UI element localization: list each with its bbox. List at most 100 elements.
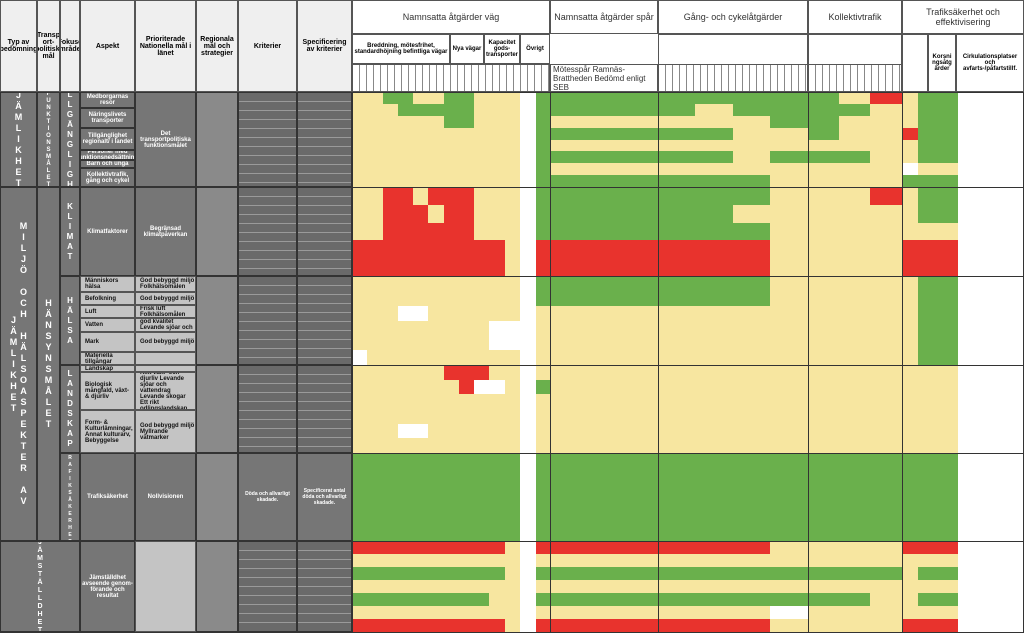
assessment-cell (550, 92, 658, 105)
criteria-header-strip (808, 64, 902, 92)
assessment-cell (770, 163, 808, 176)
assessment-cell (428, 240, 444, 259)
assessment-cell (918, 409, 958, 425)
assessment-cell (535, 222, 550, 241)
assessment-cell (397, 103, 413, 117)
assessment-cell (489, 103, 505, 117)
assessment-cell (504, 115, 520, 129)
assessment-cell (839, 175, 870, 188)
assessment-cell (397, 350, 413, 366)
assessment-cell (397, 115, 413, 129)
assessment-cell (535, 139, 550, 152)
assessment-cell (382, 554, 398, 568)
assessment-cell (870, 151, 902, 164)
assessment-cell (397, 606, 413, 620)
group-header: Namnsatta åtgärder väg (352, 0, 550, 34)
assessment-cell (550, 619, 658, 633)
assessment-cell (808, 276, 839, 292)
assessment-cell (382, 350, 398, 366)
assessment-cell (352, 187, 368, 206)
assessment-cell (733, 379, 770, 395)
assessment-cell (550, 139, 658, 152)
regional-cell (196, 92, 238, 187)
assessment-cell (504, 103, 520, 117)
assessment-cell (519, 409, 536, 425)
assessment-cell (352, 394, 368, 410)
assessment-cell (918, 204, 958, 224)
assessment-cell (770, 240, 808, 259)
assessment-cell (474, 305, 490, 321)
assessment-cell (550, 606, 658, 620)
assessment-cell (918, 554, 958, 568)
assessment-cell (489, 453, 505, 498)
assessment-cell (733, 335, 770, 351)
assessment-cell (352, 438, 368, 454)
assessment-cell (458, 139, 474, 152)
assessment-cell (770, 335, 808, 351)
assessment-cell (382, 187, 398, 206)
assessment-cell (458, 258, 474, 277)
assessment-cell (382, 379, 398, 395)
assessment-cell (733, 593, 770, 607)
assessment-cell (733, 187, 770, 206)
assessment-cell (352, 453, 368, 498)
criteria-header-strip (352, 64, 550, 92)
criteria-cell (238, 187, 297, 276)
assessment-cell (808, 151, 839, 164)
assessment-cell (519, 593, 536, 607)
assessment-cell (458, 593, 474, 607)
assessment-cell (870, 541, 902, 555)
assessment-cell (658, 103, 695, 117)
assessment-cell (352, 204, 368, 224)
assessment-cell (397, 423, 413, 439)
assessment-cell (443, 438, 459, 454)
assessment-cell (413, 606, 429, 620)
assessment-cell (658, 92, 695, 105)
assessment-cell (519, 240, 536, 259)
assessment-cell (902, 290, 918, 307)
assessment-cell (504, 92, 520, 105)
assessment-cell (428, 606, 444, 620)
assessment-cell (474, 580, 490, 594)
assessment-cell (504, 127, 520, 140)
assessment-cell (413, 541, 429, 555)
assessment-cell (870, 394, 902, 410)
assessment-cell (367, 379, 383, 395)
assessment-cell (474, 379, 490, 395)
assessment-cell (902, 423, 918, 439)
assessment-cell (443, 350, 459, 366)
aspect: Medborgarnas resor (80, 92, 135, 108)
assessment-cell (458, 350, 474, 366)
assessment-cell (550, 240, 658, 259)
assessment-cell (658, 258, 695, 277)
assessment-cell (918, 305, 958, 321)
assessment-cell (428, 127, 444, 140)
assessment-cell (474, 554, 490, 568)
assessment-cell (695, 409, 733, 425)
assessment-cell (839, 350, 870, 366)
assessment-cell (428, 593, 444, 607)
assessment-cell (695, 222, 733, 241)
assessment-cell (870, 305, 902, 321)
assessment-cell (397, 127, 413, 140)
assessment-cell (428, 453, 444, 498)
assessment-cell (504, 222, 520, 241)
assessment-cell (519, 151, 536, 164)
assessment-cell (733, 276, 770, 292)
assessment-cell (489, 350, 505, 366)
assessment-cell (535, 379, 550, 395)
assessment-cell (733, 127, 770, 140)
assessment-cell (489, 240, 505, 259)
assessment-cell (367, 423, 383, 439)
assessment-cell (382, 115, 398, 129)
assessment-cell (504, 567, 520, 581)
section-border (352, 453, 1024, 454)
assessment-cell (458, 163, 474, 176)
assessment-cell (443, 204, 459, 224)
assessment-cell (918, 580, 958, 594)
assessment-cell (695, 335, 733, 351)
assessment-cell (519, 438, 536, 454)
assessment-cell (870, 240, 902, 259)
assessment-cell (428, 204, 444, 224)
assessment-cell (658, 554, 695, 568)
